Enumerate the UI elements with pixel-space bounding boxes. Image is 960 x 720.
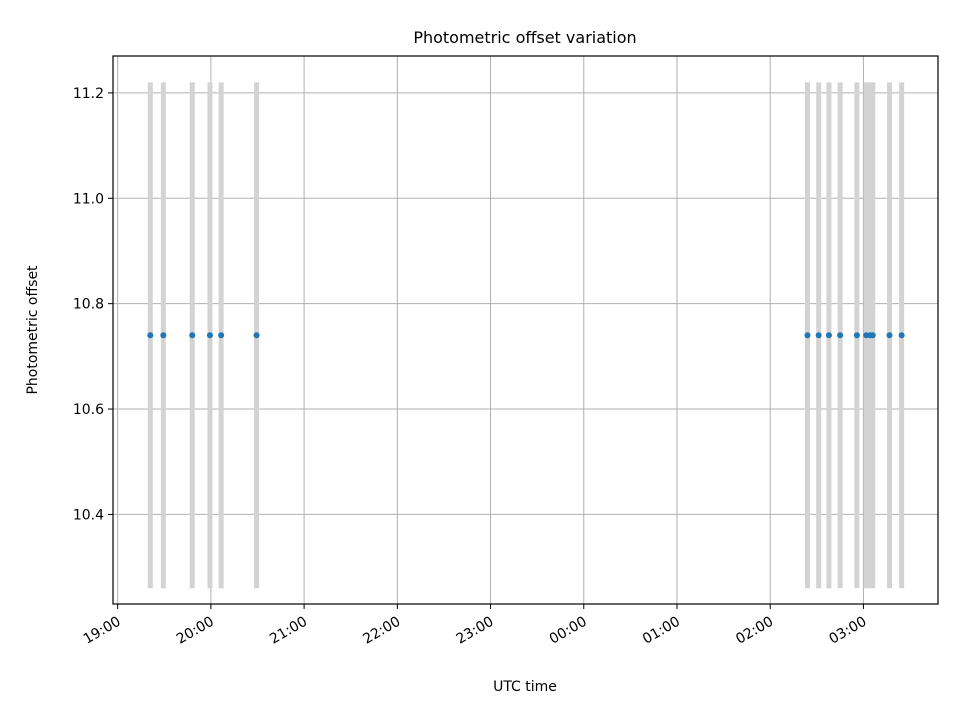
data-point (804, 332, 811, 339)
data-point (253, 332, 260, 339)
x-axis-ticks: 19:00 20:00 21:00 22:00 23:00 00:00 01:00 02:00… (81, 604, 869, 648)
x-tick-label: 03:00 (826, 614, 869, 648)
data-point (218, 332, 225, 339)
y-axis-label: Photometric offset (25, 265, 41, 395)
y-tick-label: 11.0 (73, 191, 104, 207)
y-tick-label: 11.2 (73, 86, 104, 102)
x-tick-label: 20:00 (174, 614, 217, 648)
data-point (160, 332, 167, 339)
x-tick-label: 00:00 (547, 614, 590, 648)
x-tick-label: 22:00 (360, 614, 403, 648)
data-point (206, 332, 213, 339)
x-tick-label: 23:00 (454, 614, 497, 648)
error-bars (147, 82, 905, 589)
data-point (189, 332, 196, 339)
x-axis-label: UTC time (493, 679, 557, 695)
data-points (147, 332, 905, 339)
data-point (837, 332, 844, 339)
chart-title: Photometric offset variation (413, 28, 636, 47)
grid (113, 56, 938, 604)
data-point (898, 332, 905, 339)
x-tick-label: 19:00 (81, 614, 124, 648)
y-tick-label: 10.4 (73, 507, 104, 523)
data-point (147, 332, 154, 339)
data-point (825, 332, 832, 339)
data-point (815, 332, 822, 339)
x-tick-label: 21:00 (267, 614, 310, 648)
data-point (886, 332, 893, 339)
x-tick-label: 02:00 (733, 614, 776, 648)
y-axis-ticks: 10.4 10.6 10.8 11.0 11.2 (73, 86, 113, 523)
x-tick-label: 01:00 (640, 614, 683, 648)
plot-frame (112, 55, 939, 605)
y-tick-label: 10.6 (73, 402, 104, 418)
data-point (869, 332, 876, 339)
y-tick-label: 10.8 (73, 297, 104, 313)
data-point (853, 332, 860, 339)
